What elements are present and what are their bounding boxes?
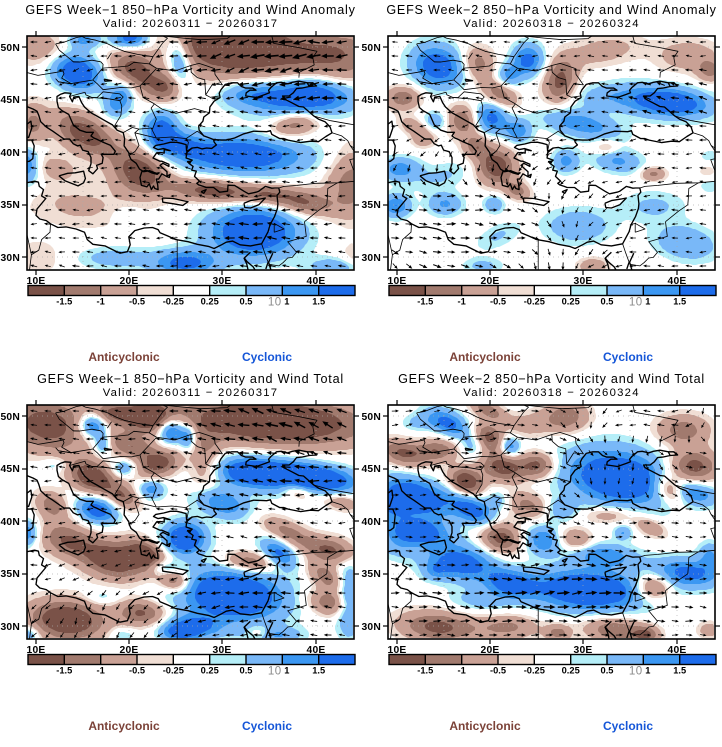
svg-text:40E: 40E [668,645,687,656]
svg-text:10E: 10E [388,276,407,287]
svg-text:GEFS Week−2 850−hPa Vorticity: GEFS Week−2 850−hPa Vorticity and Wind A… [386,3,716,17]
svg-text:50N: 50N [362,412,382,423]
svg-text:-0.5: -0.5 [129,666,145,676]
svg-text:40N: 40N [362,517,382,528]
svg-text:Cyclonic: Cyclonic [242,350,292,364]
svg-text:1: 1 [645,666,650,676]
svg-text:-0.5: -0.5 [129,297,145,307]
svg-text:0.5: 0.5 [240,666,253,676]
svg-text:30N: 30N [1,253,21,264]
svg-text:-0.25: -0.25 [524,297,545,307]
svg-text:40N: 40N [1,517,21,528]
svg-text:45N: 45N [1,95,21,106]
svg-text:Cyclonic: Cyclonic [242,719,292,733]
svg-text:Anticyclonic: Anticyclonic [88,350,160,364]
svg-text:Anticyclonic: Anticyclonic [88,719,160,733]
svg-text:0.25: 0.25 [201,666,219,676]
svg-text:10: 10 [629,666,643,678]
svg-text:30E: 30E [574,276,593,287]
svg-text:GEFS Week−1 850−hPa Vorticity: GEFS Week−1 850−hPa Vorticity and Wind A… [25,3,355,17]
svg-text:10: 10 [268,666,282,678]
svg-text:40E: 40E [307,276,326,287]
svg-text:35N: 35N [1,200,21,211]
svg-text:10: 10 [629,297,643,309]
svg-text:10E: 10E [27,276,46,287]
svg-text:1.5: 1.5 [673,666,686,676]
svg-text:30E: 30E [574,645,593,656]
svg-text:Anticyclonic: Anticyclonic [449,719,521,733]
svg-text:-1.5: -1.5 [56,297,72,307]
svg-text:40E: 40E [668,276,687,287]
svg-text:40E: 40E [307,645,326,656]
svg-text:10E: 10E [27,645,46,656]
svg-text:50N: 50N [1,43,21,54]
svg-text:-1.5: -1.5 [56,666,72,676]
svg-text:45N: 45N [362,95,382,106]
svg-text:1: 1 [284,297,289,307]
svg-text:-1.5: -1.5 [417,666,433,676]
svg-text:0.5: 0.5 [240,297,253,307]
svg-text:10E: 10E [388,645,407,656]
svg-text:-1: -1 [458,297,466,307]
svg-text:Valid: 20260311 − 20260317: Valid: 20260311 − 20260317 [103,18,279,30]
svg-text:1.5: 1.5 [312,297,325,307]
svg-text:45N: 45N [1,464,21,475]
svg-text:1.5: 1.5 [673,297,686,307]
svg-text:GEFS Week−2 850−hPa Vorticity: GEFS Week−2 850−hPa Vorticity and Wind T… [398,372,705,386]
svg-text:40N: 40N [1,148,21,159]
svg-text:Valid: 20260311 − 20260317: Valid: 20260311 − 20260317 [103,387,279,399]
svg-text:GEFS Week−1 850−hPa Vorticity: GEFS Week−1 850−hPa Vorticity and Wind T… [37,372,344,386]
svg-text:0.5: 0.5 [601,297,614,307]
svg-text:30N: 30N [362,253,382,264]
svg-text:0.25: 0.25 [562,297,580,307]
svg-text:50N: 50N [362,43,382,54]
svg-text:-0.25: -0.25 [163,666,184,676]
svg-text:30E: 30E [213,645,232,656]
svg-text:-1.5: -1.5 [417,297,433,307]
svg-text:20E: 20E [120,276,139,287]
svg-text:10: 10 [268,297,282,309]
svg-text:45N: 45N [362,464,382,475]
svg-text:Anticyclonic: Anticyclonic [449,350,521,364]
svg-text:35N: 35N [362,569,382,580]
svg-text:30N: 30N [362,622,382,633]
svg-text:30E: 30E [213,276,232,287]
svg-text:Cyclonic: Cyclonic [603,350,653,364]
svg-text:-0.25: -0.25 [163,297,184,307]
svg-text:20E: 20E [481,645,500,656]
svg-text:0.25: 0.25 [201,297,219,307]
svg-text:Valid: 20260318 − 20260324: Valid: 20260318 − 20260324 [463,18,639,30]
svg-text:1.5: 1.5 [312,666,325,676]
svg-text:20E: 20E [120,645,139,656]
svg-text:50N: 50N [1,412,21,423]
svg-text:-1: -1 [458,666,466,676]
svg-text:-0.25: -0.25 [524,666,545,676]
svg-text:Valid: 20260318 − 20260324: Valid: 20260318 − 20260324 [463,387,639,399]
svg-text:-1: -1 [97,666,105,676]
svg-text:20E: 20E [481,276,500,287]
svg-text:Cyclonic: Cyclonic [603,719,653,733]
svg-text:0.5: 0.5 [601,666,614,676]
svg-text:1: 1 [284,666,289,676]
svg-text:40N: 40N [362,148,382,159]
svg-text:-1: -1 [97,297,105,307]
svg-text:0.25: 0.25 [562,666,580,676]
svg-text:1: 1 [645,297,650,307]
svg-text:35N: 35N [1,569,21,580]
svg-text:-0.5: -0.5 [490,297,506,307]
svg-text:-0.5: -0.5 [490,666,506,676]
svg-text:35N: 35N [362,200,382,211]
svg-text:30N: 30N [1,622,21,633]
